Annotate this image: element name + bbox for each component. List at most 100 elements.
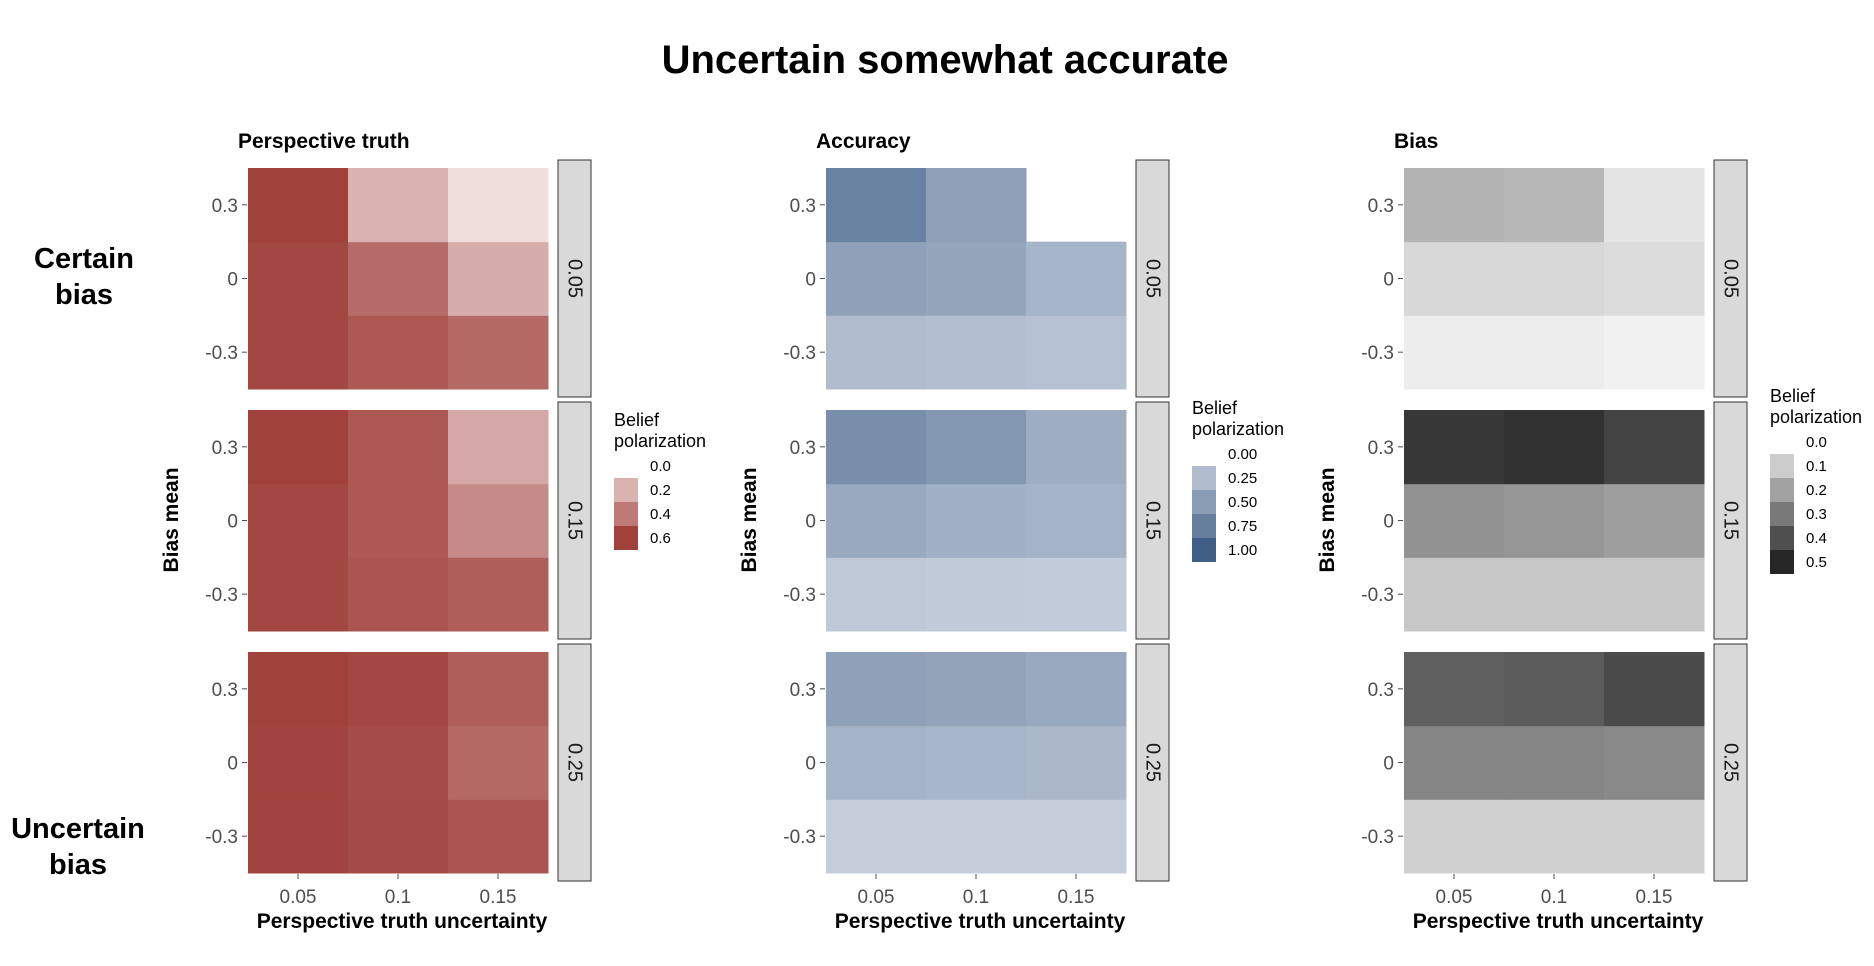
heatmap-cell (926, 557, 1027, 632)
heatmap-cell (348, 483, 449, 558)
heatmap-cell (826, 557, 927, 632)
heatmap-cell (1504, 557, 1605, 632)
heatmap-cell (348, 410, 449, 485)
heatmap-cell (926, 241, 1027, 316)
legend-title: Belief polarization (614, 410, 706, 451)
legend-key (614, 502, 638, 526)
legend: Belief polarization 0.00 0.25 0.50 0.75 1.00 (1192, 398, 1284, 562)
heatmap-cell (1404, 799, 1505, 874)
y-tick-label: -0.3 (783, 585, 816, 606)
y-tick-label: 0 (1383, 270, 1394, 291)
heatmap-cell (348, 652, 449, 727)
x-tick-label: 0.05 (1436, 887, 1473, 908)
x-axis-label: Perspective truth uncertainty (257, 910, 548, 933)
heatmap-cell (826, 652, 927, 727)
heatmap-cell (348, 557, 449, 632)
heatmap-cell (1504, 725, 1605, 800)
heatmap-cell (826, 483, 927, 558)
facet-strip (1135, 643, 1170, 882)
heatmap-cell (926, 168, 1027, 243)
panel-title: Bias (1394, 130, 1438, 153)
heatmap-cell (1504, 315, 1605, 390)
y-tick-label: -0.3 (205, 343, 238, 364)
x-tick-label: 0.15 (1636, 887, 1673, 908)
heatmap-cell (448, 168, 549, 243)
facet-strip (1713, 643, 1748, 882)
heatmap-cell (826, 315, 927, 390)
heatmap-cell (1504, 410, 1605, 485)
x-tick-label: 0.05 (280, 887, 317, 908)
heatmap-cell (826, 241, 927, 316)
facet-strip (1713, 401, 1748, 640)
heatmap-cell (1504, 483, 1605, 558)
legend-label: 0.00 (1228, 446, 1257, 463)
y-tick-label: 0 (805, 270, 816, 291)
heatmap-cell (248, 241, 349, 316)
heatmap-cell (448, 241, 549, 316)
y-tick-label: -0.3 (1361, 827, 1394, 848)
heatmap-cell (926, 410, 1027, 485)
y-tick-label: -0.3 (205, 585, 238, 606)
facet-strip (1135, 401, 1170, 640)
y-tick-label: 0.3 (212, 196, 238, 217)
facet-0.15: -0.3 0 0.3 0.15 (1361, 401, 1748, 640)
heatmap-cell (1504, 799, 1605, 874)
y-tick-label: 0.3 (790, 680, 816, 701)
y-tick-label: 0 (1383, 512, 1394, 533)
legend-title: Belief polarization (1192, 398, 1284, 439)
heatmap-cell (826, 410, 927, 485)
heatmap-cell (1404, 557, 1505, 632)
y-tick-label: -0.3 (1361, 585, 1394, 606)
heatmap-cell (1504, 652, 1605, 727)
facet-0.25: -0.3 0 0.3 0.25 (205, 643, 592, 882)
heatmap-cell (926, 725, 1027, 800)
facet-strip-label: 0.15 (1720, 501, 1742, 540)
legend-label: 1.00 (1228, 542, 1257, 559)
legend-label: 0.25 (1228, 470, 1257, 487)
facet-strip-label: 0.15 (1142, 501, 1164, 540)
heatmap-cell (348, 168, 449, 243)
heatmap-cell (1604, 799, 1705, 874)
facet-0.15: -0.3 0 0.3 0.15 (205, 401, 592, 640)
x-tick-label: 0.05 (858, 887, 895, 908)
y-tick-label: 0.3 (1368, 680, 1394, 701)
heatmap-cell (1404, 410, 1505, 485)
legend-label: 0.4 (650, 506, 671, 523)
facet-strip-label: 0.15 (564, 501, 586, 540)
heatmap-cell (826, 725, 927, 800)
facet-0.05: -0.3 0 0.3 0.05 (783, 159, 1170, 398)
heatmap-cell (1026, 315, 1127, 390)
heatmap-cell (1604, 241, 1705, 316)
heatmap-cell (448, 557, 549, 632)
y-tick-label: 0 (227, 754, 238, 775)
heatmap-cell (1026, 652, 1127, 727)
heatmap-cell (926, 315, 1027, 390)
legend-label: 0.0 (650, 458, 671, 475)
heatmap-cell (826, 799, 927, 874)
x-tick-label: 0.15 (1058, 887, 1095, 908)
row-label-bottom: Uncertain bias (11, 813, 145, 881)
heatmap-cell (1026, 410, 1127, 485)
facet-strip-label: 0.25 (564, 743, 586, 782)
heatmap-cell (1604, 315, 1705, 390)
panel-title: Perspective truth (238, 130, 410, 153)
facet-strip (557, 643, 592, 882)
facet-0.25: -0.3 0 0.3 0.25 (783, 643, 1170, 882)
heatmap-cell (248, 168, 349, 243)
heatmap-cell (1026, 725, 1127, 800)
legend-label: 0.2 (650, 482, 671, 499)
legend-key (1770, 454, 1794, 478)
heatmap-cell (1404, 241, 1505, 316)
y-tick-label: 0.3 (1368, 438, 1394, 459)
facet-strip (1713, 159, 1748, 398)
legend-key (614, 478, 638, 502)
heatmap-panel-1: Perspective truth -0.3 0 0.3 0.05 -0.3 0 0.3 0.1… (160, 130, 706, 933)
heatmap-cell (1604, 410, 1705, 485)
heatmap-cell (348, 725, 449, 800)
heatmap-cell (248, 725, 349, 800)
heatmap-cell (1026, 241, 1127, 316)
legend-key (614, 526, 638, 550)
heatmap-cell (248, 557, 349, 632)
y-tick-label: 0 (227, 270, 238, 291)
heatmap-panel-3: Bias -0.3 0 0.3 0.05 -0.3 0 0.3 0.15 -0.3 0 0.3 0.25… (1316, 130, 1862, 933)
